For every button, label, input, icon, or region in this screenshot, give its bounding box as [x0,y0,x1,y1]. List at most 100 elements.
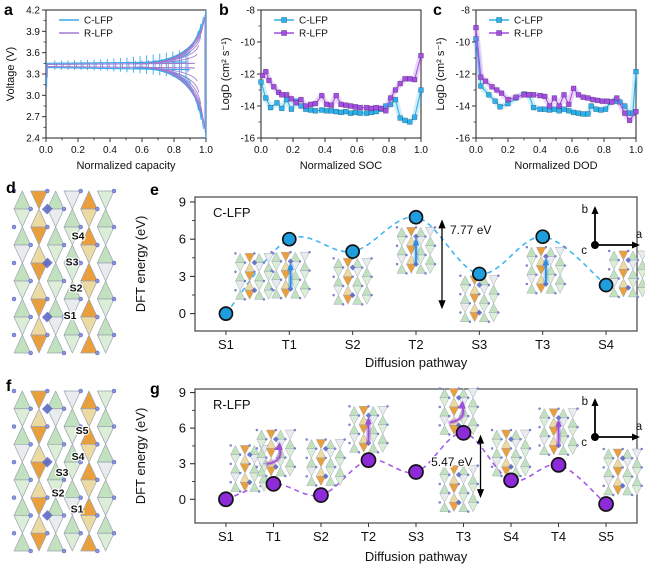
svg-text:2.4: 2.4 [26,134,40,145]
svg-text:S4: S4 [503,529,519,544]
svg-text:S1: S1 [64,310,77,322]
svg-text:-8: -8 [461,6,470,17]
svg-text:-8: -8 [246,6,255,17]
svg-text:R-LFP: R-LFP [299,29,328,40]
svg-text:R-LFP: R-LFP [514,29,543,40]
svg-text:-14: -14 [241,102,256,113]
svg-text:S2: S2 [70,282,83,294]
svg-text:Diffusion pathway: Diffusion pathway [365,355,468,370]
svg-text:S3: S3 [408,529,424,544]
svg-text:S2: S2 [345,337,361,352]
svg-text:0.0: 0.0 [254,145,268,156]
svg-text:0.8: 0.8 [382,145,396,156]
svg-text:S5: S5 [598,529,614,544]
svg-text:0.8: 0.8 [597,145,611,156]
svg-text:-14: -14 [456,102,471,113]
svg-text:1.0: 1.0 [199,145,213,156]
svg-text:C-LFP: C-LFP [213,205,251,220]
svg-text:DFT energy (eV): DFT energy (eV) [133,216,148,313]
svg-text:-12: -12 [241,70,256,81]
svg-text:0: 0 [179,306,186,321]
svg-text:-10: -10 [241,38,256,49]
svg-text:3: 3 [179,269,186,284]
voltage-capacity-chart: 0.0 0.2 0.4 0.6 0.8 1.0 2.4 2.7 3.0 3.3 3.6 3.9 4.2 N… [5,6,213,173]
svg-text:0.8: 0.8 [167,145,181,156]
svg-text:Normalized DOD: Normalized DOD [514,160,597,172]
panel-e: 0 3 6 9 S1 T1 S2 T2 S3 T3 S4 Diffusion pathway DFT e… [125,175,645,380]
svg-text:S2: S2 [313,529,329,544]
r-lfp-dft-pathway-chart: 0 3 6 9 S1 T1 S2 T2 S3 T3 S4 T4 S5 Diffusion pathway D… [133,385,643,564]
logd-soc-chart: 0.0 0.2 0.4 0.6 0.8 1.0 -8 -10 -12 -14 -16 Normaliz… [220,6,428,173]
panel-g-letter: g [150,381,160,398]
svg-text:0.6: 0.6 [350,145,364,156]
svg-text:3.3: 3.3 [26,70,40,81]
svg-text:b: b [582,396,588,408]
svg-text:0.4: 0.4 [318,145,332,156]
svg-text:7.77 eV: 7.77 eV [450,223,491,237]
svg-text:T2: T2 [408,337,423,352]
svg-text:Diffusion pathway: Diffusion pathway [365,549,468,564]
panel-a-letter: a [4,2,13,19]
svg-text:LogD (cm² s⁻¹): LogD (cm² s⁻¹) [220,37,232,110]
svg-text:0: 0 [179,492,186,507]
panel-e-letter: e [150,182,159,199]
svg-text:T1: T1 [266,529,281,544]
svg-text:C-LFP: C-LFP [299,16,328,27]
svg-text:Normalized capacity: Normalized capacity [76,160,176,172]
svg-text:T4: T4 [551,529,566,544]
svg-text:S1: S1 [218,529,234,544]
svg-text:3.9: 3.9 [26,27,40,38]
svg-text:b: b [582,204,588,216]
svg-text:1.0: 1.0 [414,145,428,156]
svg-text:Voltage (V): Voltage (V) [5,47,17,101]
svg-text:c: c [581,245,587,257]
svg-text:-10: -10 [456,38,471,49]
svg-text:0.6: 0.6 [135,145,149,156]
c-lfp-dft-pathway-chart: 0 3 6 9 S1 T1 S2 T2 S3 T3 S4 Diffusion pathway DFT e… [133,194,645,370]
svg-text:-12: -12 [456,70,471,81]
panel-a: 0.0 0.2 0.4 0.6 0.8 1.0 2.4 2.7 3.0 3.3 3.6 3.9 4.2 N… [0,0,215,177]
svg-text:0.2: 0.2 [71,145,85,156]
svg-text:S4: S4 [72,451,85,463]
svg-text:0.4: 0.4 [103,145,117,156]
svg-text:R-LFP: R-LFP [213,397,251,412]
svg-text:LogD (cm² s⁻¹): LogD (cm² s⁻¹) [435,37,447,110]
svg-text:DFT energy (eV): DFT energy (eV) [133,408,148,505]
panel-b: 0.0 0.2 0.4 0.6 0.8 1.0 -8 -10 -12 -14 -16 Normaliz… [215,0,430,177]
svg-text:0.0: 0.0 [39,145,53,156]
svg-text:3.6: 3.6 [26,48,40,59]
svg-text:0.4: 0.4 [533,145,547,156]
svg-text:c: c [581,437,587,449]
panel-c-letter: c [433,2,442,19]
svg-text:T2: T2 [361,529,376,544]
svg-text:9: 9 [179,194,186,209]
svg-text:-16: -16 [456,134,471,145]
svg-text:6: 6 [179,232,186,247]
svg-text:4.2: 4.2 [26,6,40,17]
svg-text:T3: T3 [535,337,550,352]
panel-d: S4 S3 S2 S1 [0,175,125,378]
panel-b-letter: b [219,2,229,19]
svg-text:6: 6 [179,421,186,436]
svg-text:S1: S1 [71,504,84,516]
svg-text:0.2: 0.2 [501,145,515,156]
panel-c: 0.0 0.2 0.4 0.6 0.8 1.0 -8 -10 -12 -14 -16 Normaliz… [430,0,645,177]
svg-text:T3: T3 [456,529,471,544]
svg-text:a: a [636,421,643,433]
svg-text:S3: S3 [56,467,69,479]
svg-text:C-LFP: C-LFP [514,16,543,27]
svg-text:S5: S5 [76,425,89,437]
svg-text:0.0: 0.0 [469,145,483,156]
svg-text:S3: S3 [471,337,487,352]
svg-text:0.2: 0.2 [286,145,300,156]
svg-text:Normalized SOC: Normalized SOC [300,160,383,172]
svg-text:S3: S3 [66,257,79,269]
svg-text:T1: T1 [282,337,297,352]
svg-text:S4: S4 [598,337,614,352]
svg-text:0.6: 0.6 [565,145,579,156]
svg-text:-16: -16 [241,134,256,145]
svg-text:2.7: 2.7 [26,112,40,123]
svg-text:3: 3 [179,456,186,471]
